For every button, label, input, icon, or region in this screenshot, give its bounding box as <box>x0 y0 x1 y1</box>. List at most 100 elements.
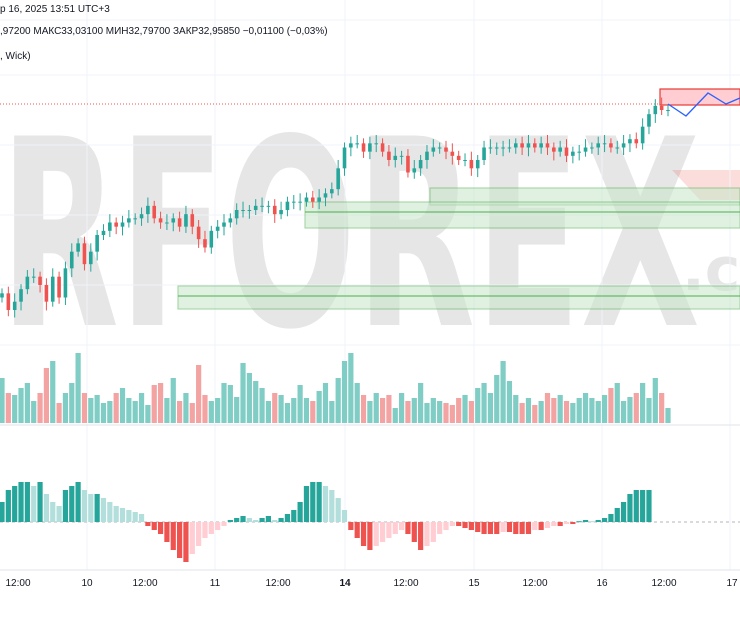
volume-bar <box>259 388 265 423</box>
volume-bar <box>392 408 398 423</box>
oscillator-bar <box>69 486 75 522</box>
oscillator-bar <box>627 494 633 522</box>
candle-body <box>463 160 467 161</box>
candle-body <box>196 226 201 240</box>
volume-bar <box>386 395 392 423</box>
oscillator-bar <box>468 522 474 530</box>
volume-bar <box>183 393 189 423</box>
volume-bar <box>475 388 481 423</box>
volume-bar <box>5 393 11 423</box>
candle-body <box>399 155 404 157</box>
candle-body <box>609 143 613 148</box>
time-axis-label: 15 <box>468 578 480 589</box>
oscillator-bar <box>367 522 373 550</box>
volume-bar <box>601 395 608 423</box>
oscillator-bar <box>329 490 335 522</box>
oscillator-bar <box>227 520 233 522</box>
volume-bar <box>303 398 310 423</box>
candle-body <box>101 230 106 235</box>
candle-body <box>279 210 283 215</box>
candle-body <box>165 222 169 224</box>
oscillator-bar <box>56 506 62 522</box>
candle-body <box>57 276 61 298</box>
candle-body <box>228 218 233 223</box>
candle-body <box>507 147 512 149</box>
volume-bar <box>348 353 354 423</box>
candle-body <box>615 147 620 149</box>
volume-bar <box>519 403 525 423</box>
oscillator-bar <box>354 522 360 538</box>
volume-bar <box>196 365 202 423</box>
volume-bar <box>494 375 500 423</box>
oscillator-bar <box>132 512 138 522</box>
oscillator-bar <box>322 486 329 522</box>
oscillator-bar <box>43 494 49 522</box>
volume-bar <box>405 401 411 423</box>
oscillator-bar <box>151 522 157 530</box>
volume-bar <box>449 405 455 423</box>
oscillator-bar <box>234 518 240 522</box>
volume-bar <box>373 393 379 423</box>
oscillator-bar <box>189 522 195 554</box>
volume-bar <box>94 395 100 423</box>
volume-bar <box>75 353 81 423</box>
oscillator-bar <box>411 522 417 542</box>
volume-bar <box>284 403 291 423</box>
volume-bar <box>202 395 208 423</box>
candle-body <box>190 214 195 227</box>
oscillator-bar <box>107 502 113 522</box>
oscillator-bar <box>608 514 614 522</box>
candle-body <box>311 197 315 202</box>
candle-body <box>234 210 239 219</box>
candle-body <box>628 139 632 144</box>
volume-bar <box>557 395 563 423</box>
oscillator-bar <box>582 520 589 522</box>
candle-body <box>602 143 607 145</box>
volume-bar <box>608 388 614 423</box>
volume-bar <box>50 361 56 423</box>
candle-body <box>653 105 658 115</box>
candle-body <box>177 218 182 227</box>
oscillator-bar <box>81 490 88 522</box>
oscillator-bar <box>303 486 310 522</box>
volume-bar <box>24 383 30 423</box>
candle-body <box>571 151 575 156</box>
volume-bar <box>145 405 151 423</box>
oscillator-bar <box>601 518 608 522</box>
volume-bar <box>563 401 570 423</box>
candle-body <box>222 222 226 227</box>
candle-body <box>590 147 594 149</box>
oscillator-bar <box>177 522 183 558</box>
oscillator-bar <box>563 522 570 524</box>
candle-body <box>513 143 518 148</box>
candle-body <box>482 147 486 160</box>
oscillator-bar <box>405 522 411 534</box>
oscillator-bar <box>94 494 100 522</box>
oscillator-bar <box>272 520 278 522</box>
oscillator-bar <box>494 522 500 534</box>
oscillator-bar <box>5 490 11 522</box>
candle-body <box>355 143 359 145</box>
oscillator-bar <box>424 522 430 546</box>
candle-body <box>63 268 68 298</box>
oscillator-bar <box>202 522 208 538</box>
candle-body <box>285 201 290 210</box>
oscillator-bar <box>551 522 557 526</box>
candle-body <box>412 168 417 173</box>
candle-body <box>44 285 49 302</box>
candle-body <box>114 222 118 227</box>
volume-bar <box>652 378 658 423</box>
volume-bar <box>316 391 322 423</box>
oscillator-bar <box>525 522 532 534</box>
volume-bar <box>354 383 360 423</box>
volume-bar <box>170 378 176 423</box>
volume-bar <box>119 388 126 423</box>
oscillator-bar <box>399 522 405 530</box>
volume-bar <box>411 398 417 423</box>
oscillator-bar <box>88 494 94 522</box>
oscillator-bar <box>138 514 145 522</box>
volume-bar <box>614 383 620 423</box>
candle-body <box>539 143 543 148</box>
volume-bar <box>265 401 271 423</box>
